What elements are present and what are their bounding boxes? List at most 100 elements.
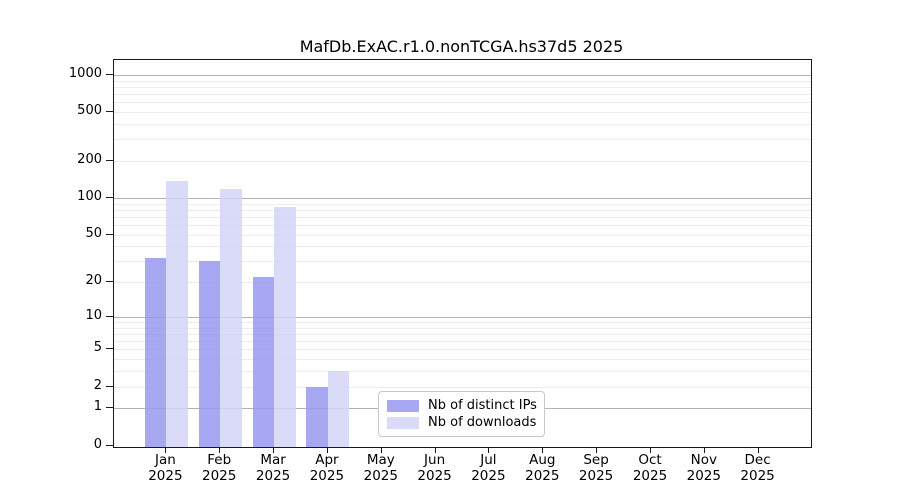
minor-gridline [114,234,811,236]
x-tick-label-line: 2025 [363,468,398,484]
bar [274,206,296,447]
x-tick-label-line: Feb [207,452,232,468]
minor-gridline [114,334,811,335]
distinct-ips-swatch [387,399,419,412]
y-tick-mark [106,407,113,409]
legend-item-distinct-ips: Nb of distinct IPs [387,397,537,414]
minor-gridline [114,327,811,329]
x-tick-label-line: 2025 [740,468,775,484]
y-tick-label: 50 [85,225,102,241]
y-tick-mark [106,111,113,113]
major-gridline [114,74,811,76]
minor-gridline [114,261,811,263]
legend-label-downloads: Nb of downloads [428,415,537,430]
minor-gridline [114,359,811,361]
minor-gridline [114,86,811,88]
x-tick-mark [273,447,275,453]
minor-gridline [114,216,811,218]
legend-label-distinct-ips: Nb of distinct IPs [428,398,537,413]
chart-title: MafDb.ExAC.r1.0.nonTCGA.hs37d5 2025 [299,37,624,56]
y-tick-label: 2 [93,377,102,393]
x-tick-label-line: Nov [690,452,717,468]
y-tick-mark [106,160,113,162]
bar [198,261,221,447]
y-tick-label: 1000 [68,65,102,81]
bar [252,277,275,447]
x-tick-mark [542,447,544,453]
minor-gridline [114,80,811,82]
x-tick-label-line: 2025 [309,468,345,484]
x-tick-label-line: Mar [260,452,286,468]
x-tick-label-line: 2025 [632,468,668,484]
y-tick-mark [106,315,113,317]
x-tick-label-line: Jun [424,452,446,468]
x-tick-label: Oct 2025 [618,452,682,484]
x-tick-label-line: 2025 [525,468,560,484]
minor-gridline [114,203,811,205]
y-axis-labels: 0 1 2 5 10 20 50 100 200 500 1000 [0,59,102,452]
minor-gridline [114,371,811,373]
x-tick-label: Jul 2025 [456,452,520,484]
y-tick-label: 20 [85,273,102,289]
x-tick-mark [596,447,598,453]
x-tick-label-line: 2025 [686,468,721,484]
x-tick-label-line: May [366,452,395,468]
minor-gridline [114,341,811,343]
x-tick-label-line: Aug [529,452,556,468]
y-tick-mark [106,348,113,350]
y-tick-mark [106,281,113,283]
minor-gridline [114,225,811,226]
minor-gridline [114,139,811,141]
x-tick-label-line: 2025 [148,468,183,484]
x-tick-label: Feb 2025 [187,452,251,484]
plot-area [113,59,812,448]
x-tick-label-line: Apr [315,452,339,468]
y-tick-label: 10 [85,307,102,323]
x-tick-label-line: Oct [638,452,662,468]
minor-gridline [114,112,811,114]
x-tick-label-line: Jul [480,452,497,468]
y-tick-label: 200 [77,152,102,168]
x-tick-label-line: Sep [583,452,609,468]
x-axis-labels: Jan 2025 Feb 2025 Mar 2025 Apr 2025 May 2025 Jun 20… [0,452,900,492]
y-tick-label: 100 [77,189,102,204]
bar [166,181,188,447]
y-tick-label: 0 [93,436,102,452]
minor-gridline [114,246,811,248]
y-tick-label: 500 [77,103,102,119]
minor-gridline [114,161,811,163]
bar [220,188,242,447]
x-tick-label: Jan 2025 [133,452,197,484]
bar [327,371,350,447]
minor-gridline [114,94,811,96]
x-tick-label: Apr 2025 [295,452,359,484]
x-tick-label-line: 2025 [471,468,506,484]
bar [144,258,167,447]
x-tick-label: Aug 2025 [510,452,574,484]
x-tick-mark [757,447,759,453]
x-tick-label-line: 2025 [417,468,452,484]
x-tick-label: Nov 2025 [672,452,736,484]
y-tick-label: 5 [93,340,102,356]
minor-gridline [114,209,811,211]
y-tick-mark [106,73,113,75]
minor-gridline [114,124,811,125]
x-tick-label-line: 2025 [255,468,291,484]
legend-item-downloads: Nb of downloads [387,414,536,431]
x-tick-label-line: 2025 [202,468,237,484]
x-tick-mark [488,447,490,453]
major-gridline [114,198,811,199]
legend: Nb of distinct IPs Nb of downloads [378,391,545,437]
y-tick-mark [106,444,113,446]
x-tick-mark [434,447,436,453]
minor-gridline [114,386,811,388]
bar [306,386,328,447]
x-tick-mark [165,447,167,453]
x-tick-label-line: Jan [154,452,176,468]
y-tick-mark [106,233,113,235]
minor-gridline [114,349,811,351]
y-tick-mark [106,197,113,198]
x-tick-label-line: Dec [744,452,771,468]
x-tick-mark [650,447,651,453]
